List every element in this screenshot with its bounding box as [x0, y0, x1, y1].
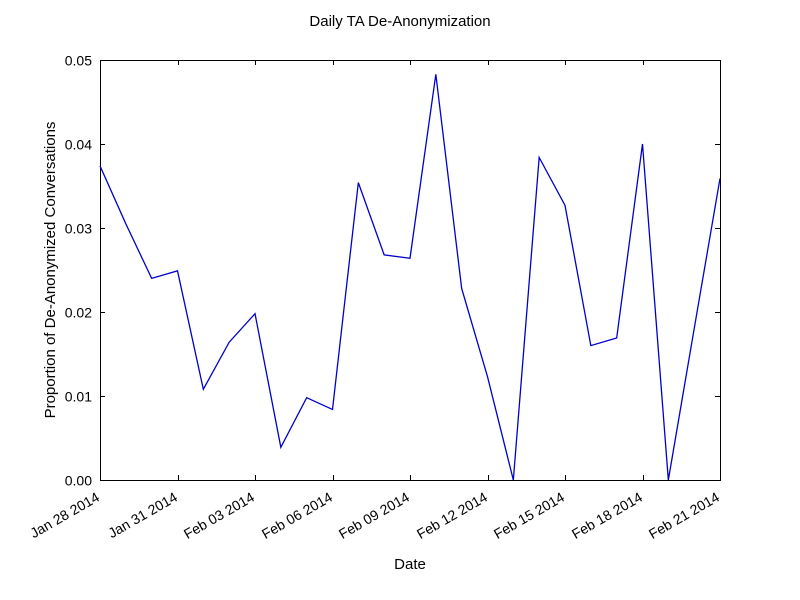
x-tick-label: Feb 21 2014 [646, 489, 722, 542]
data-point [357, 181, 360, 184]
data-point [383, 253, 386, 256]
series-group [99, 73, 722, 482]
series-line-0 [99, 74, 721, 481]
data-point [512, 479, 515, 482]
x-tick-label: Feb 09 2014 [336, 489, 412, 542]
data-point [176, 269, 179, 272]
data-point [693, 327, 696, 330]
data-point [719, 177, 722, 180]
plot-area: 0.00 0.01 0.02 0.03 0.04 0.05 Jan 28 2014 Jan … [27, 53, 722, 542]
chart-title: Daily TA De-Anonymization [309, 13, 490, 30]
data-point [667, 479, 670, 482]
x-tick-label: Feb 06 2014 [259, 489, 335, 542]
y-tick-label: 0.01 [65, 389, 92, 405]
y-axis-label: Proportion of De-Anonymized Conversation… [42, 122, 59, 419]
data-point [305, 396, 308, 399]
x-tick-label: Feb 12 2014 [414, 489, 490, 542]
data-point [124, 222, 127, 225]
y-axis: 0.00 0.01 0.02 0.03 0.04 0.05 [65, 53, 720, 489]
y-tick-label: 0.04 [65, 137, 92, 153]
x-axis: Jan 28 2014 Jan 31 2014 Feb 03 2014 Feb 06 … [27, 60, 722, 542]
data-point [460, 287, 463, 290]
data-point [615, 337, 618, 340]
x-axis-label: Date [394, 556, 426, 573]
data-point [279, 446, 282, 449]
data-point [99, 164, 102, 167]
y-tick-label: 0.00 [65, 473, 92, 489]
data-point [486, 375, 489, 378]
y-tick-label: 0.03 [65, 221, 92, 237]
data-point [434, 73, 437, 76]
data-point [202, 388, 205, 391]
y-tick-label: 0.02 [65, 305, 92, 321]
data-point [409, 257, 412, 260]
data-point [641, 143, 644, 146]
plot-frame [100, 60, 721, 481]
y-tick-label: 0.05 [65, 53, 92, 69]
data-point [538, 156, 541, 159]
data-point [589, 344, 592, 347]
x-tick-label: Feb 18 2014 [569, 489, 645, 542]
data-point [564, 204, 567, 207]
x-tick-label: Feb 03 2014 [181, 489, 257, 542]
data-point [331, 408, 334, 411]
data-point [254, 312, 257, 315]
x-tick-label: Jan 28 2014 [27, 489, 102, 541]
x-tick-label: Jan 31 2014 [105, 489, 180, 541]
x-tick-label: Feb 15 2014 [491, 489, 567, 542]
data-point [228, 341, 231, 344]
data-point [150, 277, 153, 280]
